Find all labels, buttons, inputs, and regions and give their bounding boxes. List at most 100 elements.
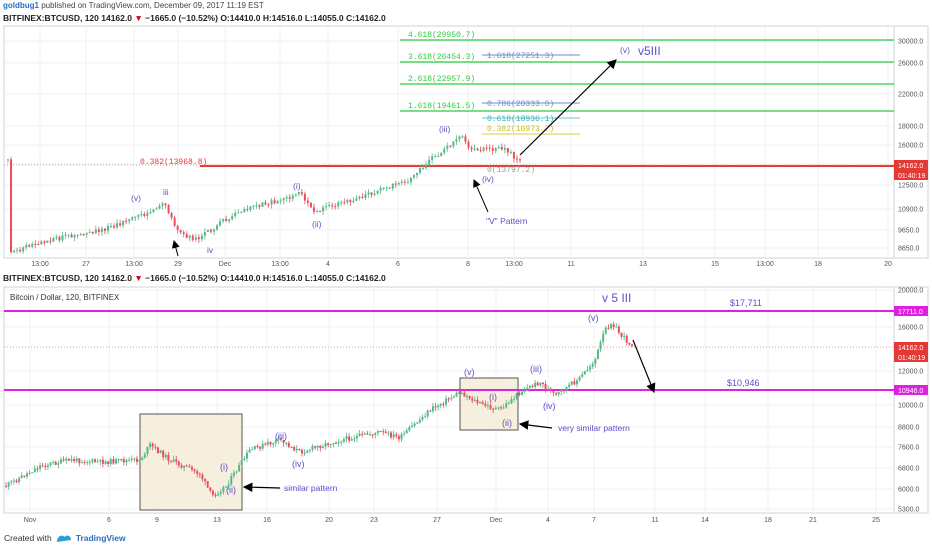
candle-body bbox=[177, 461, 180, 466]
candle-body bbox=[113, 225, 116, 228]
y-tick-label: 30000.0 bbox=[898, 39, 923, 46]
candle-body bbox=[355, 198, 358, 201]
candle-body bbox=[384, 431, 387, 433]
candle-body bbox=[586, 369, 589, 372]
candle-body bbox=[172, 459, 175, 462]
y-tick-label: 26000.0 bbox=[898, 61, 923, 68]
candle-body bbox=[361, 196, 364, 198]
candle-body bbox=[159, 450, 162, 454]
pane2-top-tag-text: 17711.0 bbox=[898, 309, 923, 316]
pane2-price-tag-text: 14162.0 bbox=[898, 345, 923, 352]
candle-body bbox=[374, 432, 377, 435]
x-tick-label: 29 bbox=[174, 261, 182, 268]
candle-body bbox=[300, 192, 303, 194]
candle-body bbox=[437, 155, 440, 157]
x-tick-label: 23 bbox=[370, 517, 378, 524]
x-tick-label: 27 bbox=[82, 261, 90, 268]
candle-body bbox=[277, 438, 280, 441]
candle-body bbox=[403, 181, 406, 183]
pane1-plot-area[interactable] bbox=[3, 25, 895, 259]
fib-label-2618: 2.618(22957.9) bbox=[408, 75, 475, 84]
candle-body bbox=[65, 458, 68, 461]
candle-body bbox=[520, 391, 523, 395]
candle-body bbox=[58, 236, 61, 241]
candle-body bbox=[209, 487, 212, 491]
candle-body bbox=[135, 458, 138, 462]
candle-body bbox=[394, 183, 397, 185]
candle-body bbox=[28, 245, 31, 247]
candle-body bbox=[599, 342, 602, 350]
x-tick-label: 13:00 bbox=[271, 261, 289, 268]
candle-body bbox=[481, 402, 484, 404]
candle-body bbox=[190, 467, 193, 470]
x-tick-label: 20 bbox=[325, 517, 333, 524]
candle-body bbox=[141, 457, 144, 461]
candle-body bbox=[152, 209, 155, 212]
candle-body bbox=[110, 225, 113, 227]
candle-body bbox=[426, 410, 429, 417]
fib-label-3618: 3.618(26454.3) bbox=[408, 53, 475, 62]
candle-body bbox=[497, 147, 500, 149]
candle-body bbox=[269, 442, 272, 445]
candle-body bbox=[57, 463, 60, 465]
candle-body bbox=[412, 175, 415, 178]
pane2-symbol[interactable]: BITFINEX:BTCUSD, 120 bbox=[3, 273, 99, 283]
pane1-change: −1665.0 (−10.52%) bbox=[145, 13, 218, 23]
candle-body bbox=[76, 235, 79, 237]
x-tick-label: 6 bbox=[107, 517, 111, 524]
candle-body bbox=[201, 474, 204, 480]
candle-body bbox=[243, 458, 246, 460]
candle-body bbox=[395, 434, 398, 437]
y-tick-label: 6000.0 bbox=[898, 487, 920, 494]
candle-body bbox=[491, 148, 494, 151]
author-link[interactable]: goldbug1 bbox=[3, 1, 39, 10]
candle-body bbox=[256, 445, 259, 447]
candle-body bbox=[494, 407, 497, 410]
candle-body bbox=[465, 396, 468, 398]
candle-body bbox=[264, 443, 267, 445]
candle-body bbox=[450, 397, 453, 400]
candle-body bbox=[80, 462, 83, 464]
candle-body bbox=[204, 479, 207, 482]
pane1-price-scale[interactable] bbox=[893, 25, 929, 259]
candle-body bbox=[245, 452, 248, 459]
candle-body bbox=[267, 204, 270, 206]
candle-body bbox=[55, 236, 58, 238]
published-line: goldbug1 published on TradingView.com, D… bbox=[0, 0, 932, 12]
candle-body bbox=[515, 158, 518, 160]
candle-body bbox=[461, 136, 464, 138]
candle-body bbox=[492, 408, 495, 410]
similar-pattern-box bbox=[139, 413, 243, 511]
pane2-price-scale[interactable] bbox=[893, 286, 929, 514]
candle-body bbox=[460, 392, 463, 394]
candle-body bbox=[352, 200, 355, 203]
candle-body bbox=[319, 211, 322, 213]
level-top-label: $17,711 bbox=[730, 298, 762, 308]
candle-body bbox=[109, 459, 112, 464]
candle-body bbox=[266, 442, 269, 445]
x-tick-label: 13:00 bbox=[31, 261, 49, 268]
candle-body bbox=[528, 386, 531, 389]
candle-body bbox=[434, 156, 437, 158]
tradingview-brand-link[interactable]: TradingView bbox=[75, 533, 126, 543]
y-tick-label: 20000.0 bbox=[898, 288, 923, 295]
candle-body bbox=[293, 447, 296, 451]
pane2-ohlc: O:14410.0 H:14516.0 L:14055.0 C:14162.0 bbox=[220, 273, 386, 283]
candle-body bbox=[222, 487, 225, 493]
candle-body bbox=[264, 202, 267, 205]
candle-body bbox=[46, 240, 49, 243]
projection-arrow bbox=[519, 59, 617, 156]
candle-body bbox=[107, 461, 110, 464]
candle-body bbox=[75, 458, 78, 462]
pane1-symbol[interactable]: BITFINEX:BTCUSD, 120 bbox=[3, 13, 99, 23]
candle-body bbox=[591, 364, 594, 367]
candle-body bbox=[117, 459, 120, 461]
candle-body bbox=[149, 443, 152, 447]
candle-body bbox=[335, 443, 338, 445]
tradingview-logo-icon bbox=[56, 535, 71, 542]
candle-body bbox=[151, 443, 154, 447]
candle-body bbox=[321, 446, 324, 449]
candle-body bbox=[379, 431, 382, 433]
candle-body bbox=[143, 454, 146, 458]
